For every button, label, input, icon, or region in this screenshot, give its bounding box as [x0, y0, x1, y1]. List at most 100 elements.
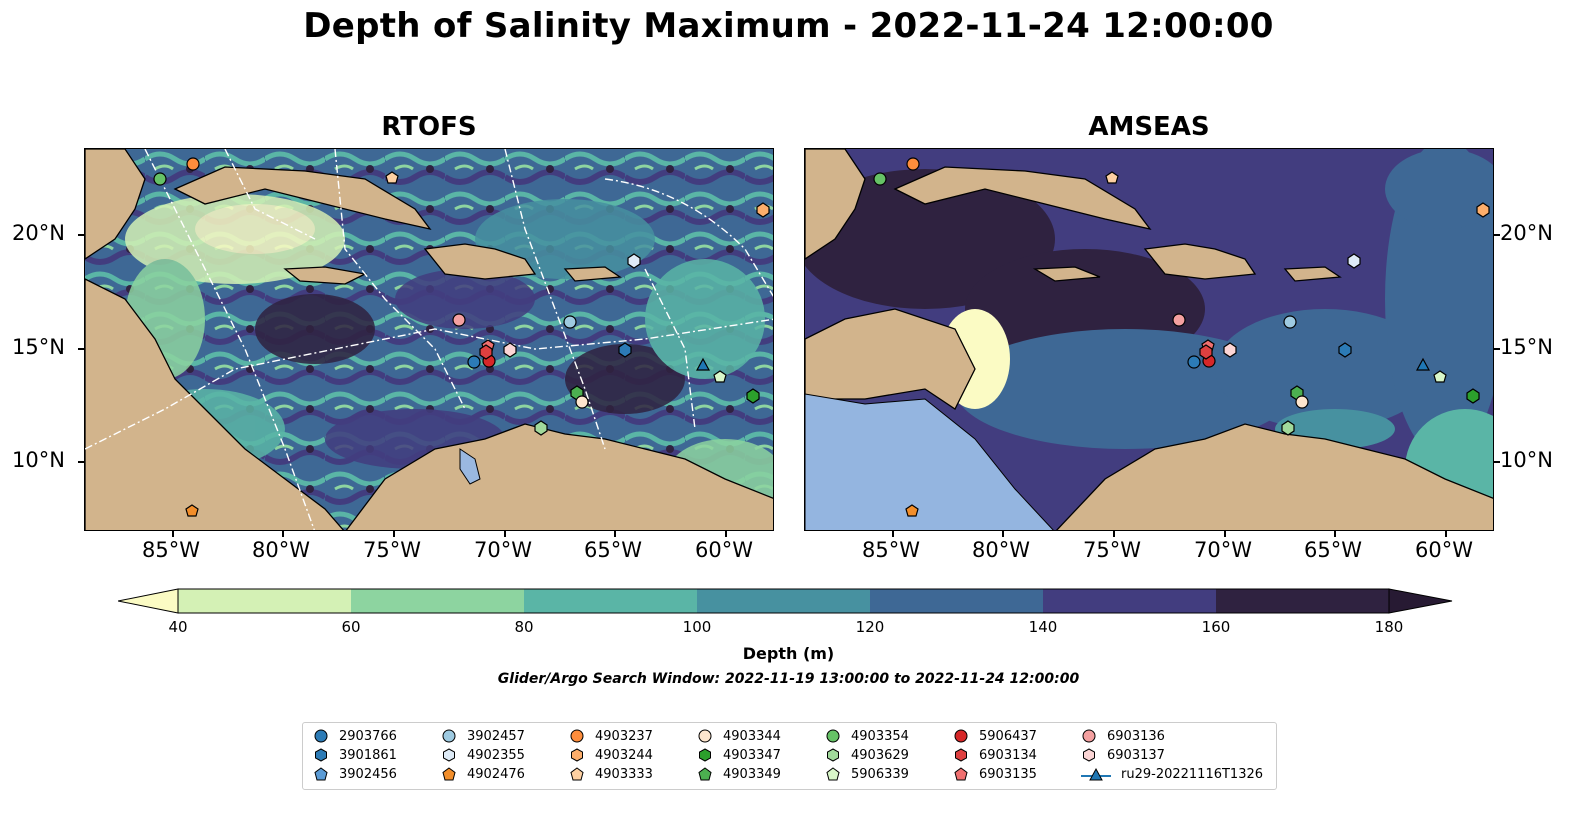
- colorbar-bin: [870, 589, 1043, 613]
- lon-tick-mark: [504, 531, 506, 537]
- pentagon-marker-icon: [954, 767, 968, 781]
- hexagon-marker-icon: [443, 748, 455, 762]
- legend-entry: 4903354: [825, 728, 909, 744]
- legend: 2903766 3901861 3902456 3902457 4902355 49024…: [302, 722, 1277, 790]
- lon-tick-mark: [1002, 531, 1004, 537]
- hexagon-marker-icon: [699, 748, 711, 762]
- lon-tick-mark: [614, 531, 616, 537]
- legend-entry: 4902476: [441, 766, 525, 782]
- circle-marker-icon: [698, 729, 712, 743]
- lon-tick-mark: [1224, 531, 1226, 537]
- lon-tick-label: 65°W: [1304, 538, 1362, 562]
- legend-entry: 4903237: [569, 728, 653, 744]
- lon-tick-mark: [1445, 531, 1447, 537]
- colorbar-extend-low: [118, 588, 179, 614]
- legend-entry-label: 4903237: [595, 728, 653, 744]
- pentagon-marker-icon: [698, 767, 712, 781]
- lat-tick-label: 10°N: [12, 448, 65, 472]
- colorbar-bin: [351, 589, 524, 613]
- legend-entry: 4903244: [569, 747, 653, 763]
- legend-entry-label: 4902476: [467, 766, 525, 782]
- panel-title-rtofs: RTOFS: [381, 112, 477, 142]
- land-masses: [85, 149, 773, 530]
- legend-entry: 3902456: [313, 766, 397, 782]
- lat-tick-label: 10°N: [1500, 448, 1553, 472]
- legend-entry-label: 4903347: [723, 747, 781, 763]
- lat-tick-mark: [78, 461, 84, 463]
- legend-entry-label: 2903766: [339, 728, 397, 744]
- map-amseas: [804, 148, 1494, 531]
- lat-tick-label: 20°N: [1500, 221, 1553, 245]
- lat-tick-mark: [1494, 234, 1500, 236]
- lon-tick-mark: [725, 531, 727, 537]
- lat-tick-mark: [1494, 461, 1500, 463]
- legend-entry-label: 6903137: [1107, 747, 1165, 763]
- lon-tick-label: 70°W: [1194, 538, 1252, 562]
- legend-entry-label: 4903244: [595, 747, 653, 763]
- legend-entry-label: 4903629: [851, 747, 909, 763]
- colorbar: [118, 588, 1453, 614]
- legend-entry-label: 5906339: [851, 766, 909, 782]
- legend-entry-label: 6903136: [1107, 728, 1165, 744]
- legend-entry: 6903134: [953, 747, 1037, 763]
- lon-tick-label: 80°W: [252, 538, 310, 562]
- hexagon-marker-icon: [827, 748, 839, 762]
- pentagon-marker-icon: [570, 767, 584, 781]
- map-rtofs: [84, 148, 774, 531]
- legend-entry-label: 6903134: [979, 747, 1037, 763]
- legend-entry-label: 6903135: [979, 766, 1037, 782]
- lat-tick-mark: [78, 348, 84, 350]
- lon-tick-mark: [393, 531, 395, 537]
- search-window-text: Glider/Argo Search Window: 2022-11-19 13…: [497, 671, 1080, 687]
- legend-entry: 6903136: [1081, 728, 1165, 744]
- lon-tick-mark: [892, 531, 894, 537]
- legend-entry: 4903629: [825, 747, 909, 763]
- land-masses: [805, 149, 1493, 530]
- lat-tick-label: 20°N: [12, 221, 65, 245]
- figure-title: Depth of Salinity Maximum - 2022-11-24 1…: [303, 6, 1274, 46]
- triangle-marker-icon: [1081, 767, 1111, 781]
- legend-entry: 5906339: [825, 766, 909, 782]
- legend-entry-label: 3902456: [339, 766, 397, 782]
- pentagon-marker-icon: [826, 767, 840, 781]
- circle-marker-icon: [954, 729, 968, 743]
- lat-tick-mark: [78, 234, 84, 236]
- hexagon-marker-icon: [571, 748, 583, 762]
- colorbar-tick-label: 40: [168, 618, 188, 636]
- pentagon-marker-icon: [442, 767, 456, 781]
- lakes: [459, 448, 481, 485]
- hexagon-marker-icon: [955, 748, 967, 762]
- lon-tick-label: 85°W: [142, 538, 200, 562]
- legend-entry: 4902355: [441, 747, 525, 763]
- pacific-water: [805, 393, 1054, 530]
- colorbar-bin: [1043, 589, 1216, 613]
- legend-entry: 6903137: [1081, 747, 1165, 763]
- colorbar-tick-label: 80: [514, 618, 534, 636]
- legend-entry: 2903766: [313, 728, 397, 744]
- legend-entry: 4903333: [569, 766, 653, 782]
- float-markers: [153, 157, 770, 517]
- legend-entry: 4903344: [697, 728, 781, 744]
- lon-tick-label: 60°W: [1415, 538, 1473, 562]
- legend-entry-label: 3902457: [467, 728, 525, 744]
- colorbar-tick-label: 180: [1374, 618, 1404, 636]
- lon-tick-label: 60°W: [695, 538, 753, 562]
- colorbar-tick-label: 120: [855, 618, 885, 636]
- legend-entry-label: 3901861: [339, 747, 397, 763]
- hexagon-marker-icon: [1083, 748, 1095, 762]
- lon-tick-mark: [172, 531, 174, 537]
- circle-marker-icon: [442, 729, 456, 743]
- legend-entry: 3902457: [441, 728, 525, 744]
- circle-marker-icon: [1082, 729, 1096, 743]
- lat-tick-mark: [1494, 348, 1500, 350]
- colorbar-label: Depth (m): [742, 644, 835, 663]
- lon-tick-label: 65°W: [584, 538, 642, 562]
- colorbar-frame: [177, 588, 1390, 614]
- lon-tick-mark: [282, 531, 284, 537]
- pentagon-marker-icon: [314, 767, 328, 781]
- colorbar-tick-label: 140: [1028, 618, 1058, 636]
- lon-tick-label: 80°W: [972, 538, 1030, 562]
- colorbar-bin: [178, 589, 351, 613]
- colorbar-tick-label: 100: [682, 618, 712, 636]
- lon-tick-mark: [1334, 531, 1336, 537]
